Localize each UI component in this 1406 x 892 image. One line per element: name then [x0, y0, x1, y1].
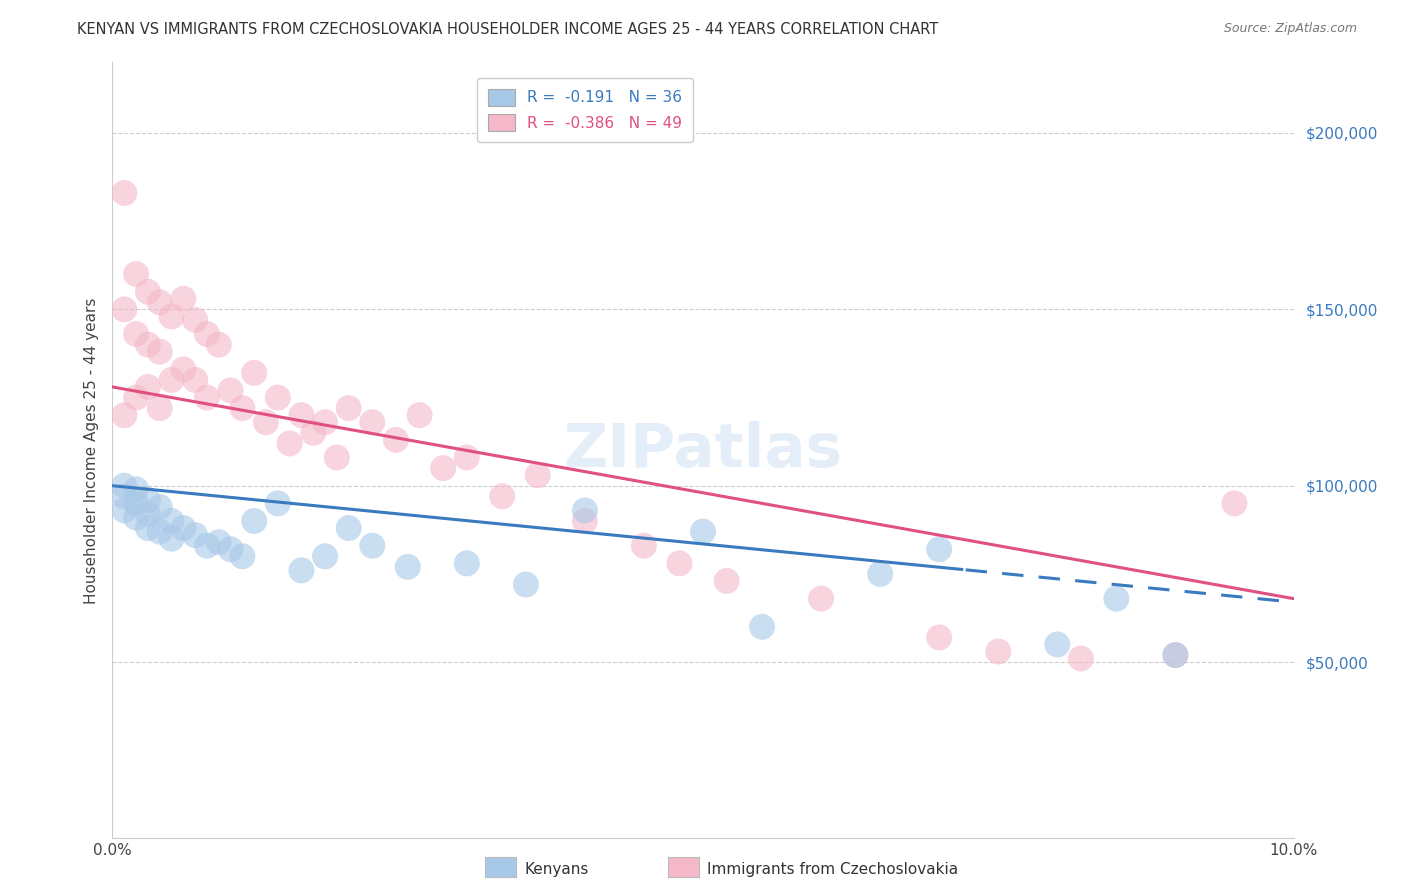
Text: Immigrants from Czechoslovakia: Immigrants from Czechoslovakia	[707, 863, 959, 877]
Point	[208, 535, 231, 549]
Point	[184, 313, 207, 327]
Point	[149, 500, 172, 514]
Point	[125, 510, 148, 524]
Text: KENYAN VS IMMIGRANTS FROM CZECHOSLOVAKIA HOUSEHOLDER INCOME AGES 25 - 44 YEARS C: KENYAN VS IMMIGRANTS FROM CZECHOSLOVAKIA…	[77, 22, 939, 37]
Point	[184, 528, 207, 542]
Point	[243, 366, 266, 380]
Point	[112, 479, 135, 493]
Point	[928, 542, 950, 557]
Point	[231, 401, 253, 416]
Point	[314, 549, 336, 564]
Point	[136, 285, 159, 299]
Point	[195, 539, 218, 553]
Point	[172, 362, 194, 376]
Point	[195, 326, 218, 341]
Point	[184, 373, 207, 387]
Point	[668, 557, 690, 571]
Point	[337, 521, 360, 535]
Point	[160, 532, 183, 546]
Point	[195, 391, 218, 405]
Point	[326, 450, 349, 465]
Point	[526, 468, 548, 483]
Point	[136, 521, 159, 535]
Point	[172, 521, 194, 535]
Point	[160, 310, 183, 324]
Point	[219, 384, 242, 398]
Point	[136, 492, 159, 507]
Point	[125, 267, 148, 281]
Point	[1164, 648, 1187, 662]
Point	[149, 524, 172, 539]
Point	[125, 391, 148, 405]
Point	[112, 186, 135, 200]
Point	[491, 489, 513, 503]
Point	[408, 408, 430, 422]
Point	[810, 591, 832, 606]
Point	[290, 408, 312, 422]
Text: Source: ZipAtlas.com: Source: ZipAtlas.com	[1223, 22, 1357, 36]
Point	[692, 524, 714, 539]
Point	[302, 425, 325, 440]
Point	[136, 507, 159, 521]
Point	[160, 373, 183, 387]
Point	[208, 337, 231, 351]
Point	[125, 326, 148, 341]
Text: ZIPatlas: ZIPatlas	[564, 421, 842, 480]
Point	[361, 539, 384, 553]
Point	[361, 415, 384, 429]
Legend: R =  -0.191   N = 36, R =  -0.386   N = 49: R = -0.191 N = 36, R = -0.386 N = 49	[477, 78, 693, 142]
Point	[432, 461, 454, 475]
Point	[172, 292, 194, 306]
Point	[267, 391, 290, 405]
Y-axis label: Householder Income Ages 25 - 44 years: Householder Income Ages 25 - 44 years	[83, 297, 98, 604]
Point	[219, 542, 242, 557]
Point	[1105, 591, 1128, 606]
Point	[112, 302, 135, 317]
Point	[136, 337, 159, 351]
Point	[125, 496, 148, 510]
Point	[290, 563, 312, 577]
Point	[125, 483, 148, 497]
Point	[574, 503, 596, 517]
Point	[149, 401, 172, 416]
Point	[136, 380, 159, 394]
Point	[987, 644, 1010, 658]
Point	[314, 415, 336, 429]
Point	[149, 344, 172, 359]
Point	[869, 566, 891, 581]
Point	[149, 295, 172, 310]
Point	[1070, 651, 1092, 665]
Point	[254, 415, 277, 429]
Point	[267, 496, 290, 510]
Point	[456, 557, 478, 571]
Point	[112, 503, 135, 517]
Text: Kenyans: Kenyans	[524, 863, 589, 877]
Point	[243, 514, 266, 528]
Point	[112, 408, 135, 422]
Point	[515, 577, 537, 591]
Point	[456, 450, 478, 465]
Point	[574, 514, 596, 528]
Point	[231, 549, 253, 564]
Point	[716, 574, 738, 588]
Point	[160, 514, 183, 528]
Point	[112, 489, 135, 503]
Point	[337, 401, 360, 416]
Point	[1164, 648, 1187, 662]
Point	[928, 631, 950, 645]
Point	[396, 560, 419, 574]
Point	[385, 433, 408, 447]
Point	[1223, 496, 1246, 510]
Point	[751, 620, 773, 634]
Point	[633, 539, 655, 553]
Point	[278, 436, 301, 450]
Point	[1046, 637, 1069, 651]
